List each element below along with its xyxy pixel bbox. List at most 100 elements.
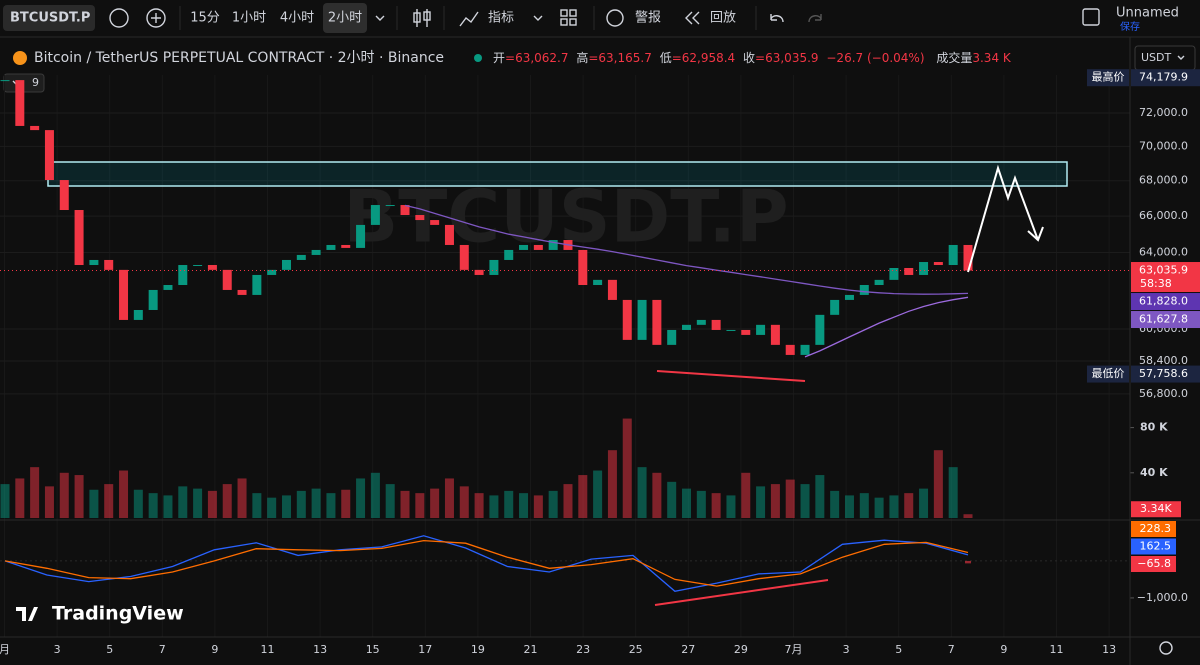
- y-tick-label: 70,000.0: [1139, 139, 1188, 152]
- volume-bar: [281, 495, 291, 518]
- projection-path[interactable]: [967, 164, 1039, 273]
- volume-bar: [696, 490, 706, 518]
- volume-label-box: [1131, 501, 1181, 518]
- replay-icon[interactable]: [685, 11, 700, 25]
- x-tick-label: 29: [734, 643, 748, 656]
- ohlc-value: =63,062.7: [505, 51, 569, 65]
- indicators-dropdown[interactable]: [533, 15, 543, 21]
- x-tick-label: 13: [1102, 643, 1116, 656]
- save-status[interactable]: 保存: [1120, 20, 1140, 33]
- y-tick-label: 72,000.0: [1139, 106, 1188, 119]
- volume-bar: [104, 484, 114, 518]
- price-trendline[interactable]: [656, 370, 806, 382]
- candle: [667, 329, 677, 345]
- interval[interactable]: 1小时: [232, 11, 266, 26]
- y-tick-label: 68,000.0: [1139, 174, 1188, 187]
- resistance-zone[interactable]: [47, 161, 1068, 187]
- volume-bar: [504, 490, 514, 518]
- candle: [296, 254, 306, 260]
- undo-icon[interactable]: [770, 14, 784, 23]
- candle: [889, 268, 899, 280]
- x-tick-label: 27: [681, 643, 695, 656]
- candle: [741, 329, 751, 335]
- volume-bar: [948, 467, 958, 518]
- candle: [30, 125, 40, 131]
- interval-active[interactable]: 2小时: [328, 11, 362, 26]
- volume-bar: [0, 484, 10, 518]
- volume-bar: [133, 489, 143, 518]
- settings-icon[interactable]: [1159, 641, 1173, 655]
- candle: [696, 319, 706, 325]
- volume-bar: [637, 467, 647, 518]
- price-tag-box: [1087, 69, 1129, 87]
- price-tag: 最低价: [1092, 367, 1125, 380]
- symbol-box[interactable]: [3, 5, 95, 31]
- volume-label: 成交量: [936, 50, 972, 65]
- add-symbol-icon[interactable]: [146, 8, 166, 28]
- alert-icon[interactable]: [606, 9, 624, 27]
- volume-bar: [148, 493, 158, 518]
- volume-bar: [44, 486, 54, 518]
- volume-bar: [933, 450, 943, 518]
- volume-bar: [311, 488, 321, 518]
- candle: [311, 249, 321, 255]
- candle: [74, 210, 84, 266]
- candle-icon-body: [423, 11, 431, 21]
- x-tick-label: 7月: [785, 643, 803, 656]
- y-tick-label: 80 K: [1140, 421, 1168, 434]
- x-tick-label: 21: [524, 643, 538, 656]
- x-tick-label: 15: [366, 643, 380, 656]
- redo-icon[interactable]: [808, 14, 822, 23]
- candle-icon-body: [413, 12, 421, 23]
- symbol[interactable]: BTCUSDT.P: [10, 11, 90, 26]
- candle: [281, 259, 291, 270]
- interval[interactable]: 15分: [190, 11, 220, 26]
- market-status: [474, 54, 482, 62]
- ohlc-label: 低: [660, 51, 672, 65]
- volume-bar: [800, 484, 810, 518]
- volume-bar: [267, 497, 277, 518]
- change: −26.7 (−0.04%): [826, 51, 924, 65]
- moving-average: [404, 204, 969, 295]
- volume-bar: [163, 495, 173, 518]
- volume-bar: [252, 493, 262, 518]
- price-label: 61,627.8: [1139, 313, 1188, 326]
- layouts-icon[interactable]: [560, 9, 577, 26]
- volume-bar: [15, 478, 25, 518]
- currency-dropdown[interactable]: [1177, 55, 1185, 60]
- candle: [15, 80, 25, 126]
- candle: [578, 249, 588, 285]
- replay[interactable]: 回放: [710, 11, 736, 26]
- currency[interactable]: USDT: [1141, 51, 1172, 64]
- interval[interactable]: 4小时: [280, 11, 314, 26]
- candle: [119, 269, 129, 320]
- volume-bar: [459, 486, 469, 518]
- volume-bar: [770, 484, 780, 518]
- x-tick-label: 23: [576, 643, 590, 656]
- macd-trendline[interactable]: [654, 579, 829, 606]
- ohlc: 开=63,062.7 高=63,165.7 低=62,958.4 收=63,03…: [493, 50, 1012, 65]
- plot: [0, 80, 1130, 592]
- volume-bar: [222, 484, 232, 518]
- indicators[interactable]: 指标: [488, 11, 514, 26]
- layout-name[interactable]: Unnamed: [1116, 6, 1179, 21]
- candle: [341, 244, 351, 248]
- indicators-icon[interactable]: [459, 11, 479, 27]
- candle: [756, 324, 766, 335]
- volume-bar: [593, 470, 603, 518]
- volume-bar: [415, 493, 425, 518]
- volume-bar: [711, 493, 721, 518]
- candle: [874, 279, 884, 285]
- compare-icon[interactable]: [109, 8, 129, 28]
- macd-label-box: [1131, 556, 1176, 572]
- candle: [222, 269, 232, 290]
- candle: [904, 268, 914, 275]
- volume-bar: [622, 418, 632, 518]
- alerts[interactable]: 警报: [635, 10, 661, 26]
- interval-dropdown[interactable]: [375, 15, 385, 21]
- price-label-box: [1131, 293, 1200, 311]
- bitcoin-icon: [13, 51, 27, 65]
- volume-bar: [859, 493, 869, 518]
- candle: [504, 249, 514, 260]
- layout-checkbox[interactable]: [1082, 8, 1100, 26]
